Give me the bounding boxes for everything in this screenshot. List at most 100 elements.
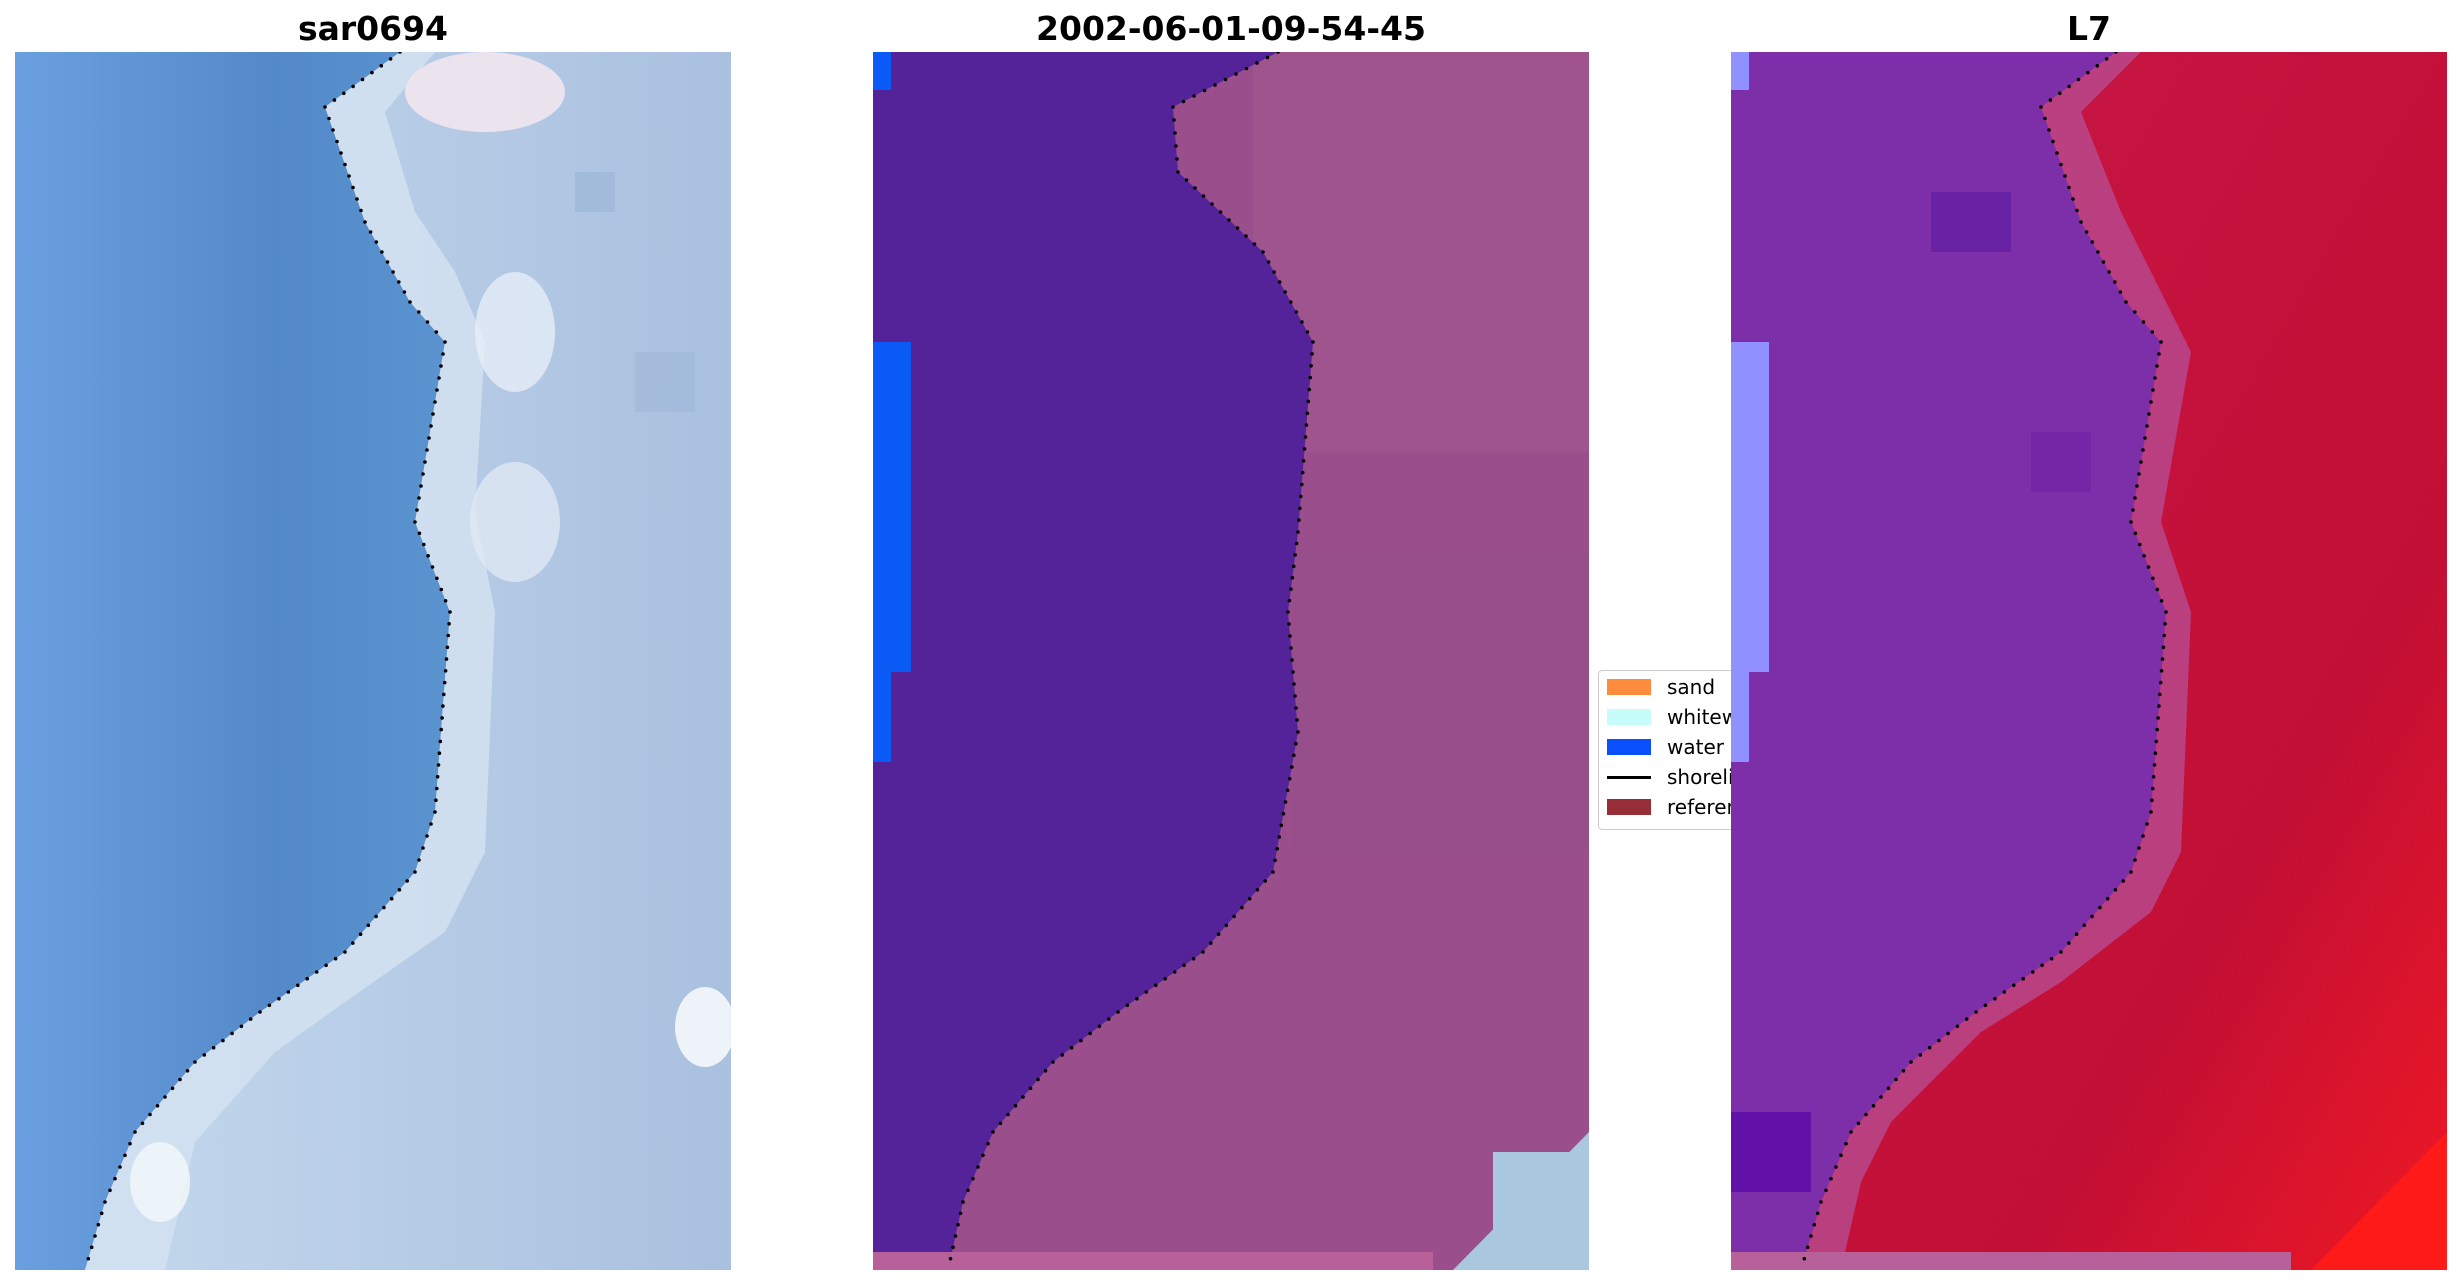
shoreline-point (193, 1060, 197, 1064)
shoreline-point (1275, 846, 1279, 851)
shoreline-point (1290, 658, 1294, 662)
shoreline-point (440, 716, 444, 720)
shoreline-point (430, 565, 435, 569)
shoreline-point (2090, 914, 2094, 919)
shoreline-point (986, 1141, 990, 1146)
shoreline-point (2133, 858, 2137, 862)
shoreline-point (991, 1130, 995, 1134)
shoreline-point (2149, 400, 2153, 404)
shoreline-point (2153, 376, 2157, 380)
shoreline-point (2133, 310, 2137, 314)
shoreline-point (2145, 822, 2149, 826)
legend-label-sand: sand (1667, 675, 1716, 699)
shoreline-point (2084, 230, 2089, 234)
shoreline-point (363, 220, 367, 224)
shoreline-point (360, 77, 365, 82)
shoreline-point (380, 250, 384, 254)
shoreline-point (1234, 72, 1238, 76)
shoreline-point (2138, 542, 2142, 547)
shoreline-point (435, 576, 439, 581)
shoreline-point (388, 57, 393, 61)
shoreline-point (445, 645, 450, 650)
shoreline-point (402, 290, 407, 294)
shoreline-point (2159, 340, 2163, 344)
shoreline-point (1193, 186, 1197, 190)
shoreline-point (358, 932, 363, 936)
shoreline-point (1306, 399, 1311, 404)
shoreline-point (374, 914, 378, 919)
shoreline-point (1955, 1024, 1960, 1029)
shoreline-point (93, 1234, 97, 1238)
shoreline-point (435, 388, 439, 392)
legend-label-shoreline: shoreline (1667, 765, 1734, 789)
shoreline-point (202, 1053, 207, 1057)
shoreline-point (1802, 1256, 1807, 1261)
shoreline-point (2067, 941, 2071, 945)
shoreline-point (2163, 622, 2167, 626)
shoreline-point (2055, 151, 2059, 155)
shoreline-point (355, 197, 359, 201)
shoreline-point (2090, 240, 2095, 244)
shoreline-point (1295, 718, 1299, 722)
shoreline-point (1309, 364, 1313, 368)
shoreline-point (956, 1222, 960, 1227)
shoreline-point (1812, 1222, 1817, 1227)
shoreline-point (1834, 1165, 1838, 1169)
shoreline-point (2030, 970, 2035, 974)
shoreline-point (1291, 670, 1295, 674)
shoreline-point (1213, 83, 1217, 87)
shoreline-point (2139, 460, 2143, 464)
shoreline-point (1182, 963, 1186, 968)
shoreline-point (1305, 330, 1310, 334)
shoreline-point (128, 1141, 132, 1146)
shoreline-point (2159, 599, 2164, 603)
legend-item-water: water (1607, 735, 1724, 759)
shoreline-point (397, 280, 401, 284)
shoreline-point (2059, 950, 2063, 954)
shoreline-point (1294, 541, 1299, 546)
shoreline-point (2058, 91, 2062, 96)
shoreline-point (1171, 105, 1175, 109)
shoreline-point (1097, 1024, 1102, 1029)
shoreline-point (1201, 194, 1206, 198)
shoreline-point (1261, 250, 1265, 254)
shoreline-point (981, 1153, 985, 1158)
shoreline-point (1043, 1069, 1048, 1073)
shoreline-point (148, 1112, 152, 1117)
shoreline-point (379, 64, 384, 68)
shoreline-point (1255, 888, 1260, 892)
shoreline-point (2137, 846, 2141, 850)
shoreline-point (2002, 990, 2007, 994)
shoreline-point (1173, 131, 1177, 135)
shoreline-point (2141, 834, 2145, 838)
shoreline-point (434, 798, 438, 802)
shoreline-point (425, 448, 429, 452)
shoreline-point (408, 300, 412, 304)
shoreline-point (429, 822, 433, 826)
shoreline-point (1285, 788, 1290, 793)
shoreline-point (2076, 77, 2081, 82)
shoreline-point (1864, 1112, 1868, 1117)
shoreline-point (2021, 976, 2025, 981)
shoreline-point (976, 1165, 980, 1169)
shoreline-point (2153, 751, 2158, 755)
shoreline-point (1909, 1060, 1913, 1064)
shoreline-point (1191, 956, 1196, 961)
shoreline-point (442, 692, 446, 697)
shoreline-point (323, 105, 327, 109)
shoreline-point (2135, 484, 2139, 488)
shoreline-point (2129, 870, 2133, 874)
shoreline-point (2067, 185, 2071, 190)
shoreline-point (2051, 139, 2055, 144)
shoreline-point (433, 810, 437, 814)
shoreline-point (398, 52, 402, 54)
shoreline-point (2096, 250, 2100, 254)
shoreline-point (2146, 565, 2151, 569)
shoreline-point (2114, 52, 2118, 54)
shoreline-point (1255, 61, 1259, 65)
shoreline-point (1209, 941, 1213, 945)
shoreline-point (347, 174, 351, 178)
shoreline-point (971, 1176, 975, 1181)
